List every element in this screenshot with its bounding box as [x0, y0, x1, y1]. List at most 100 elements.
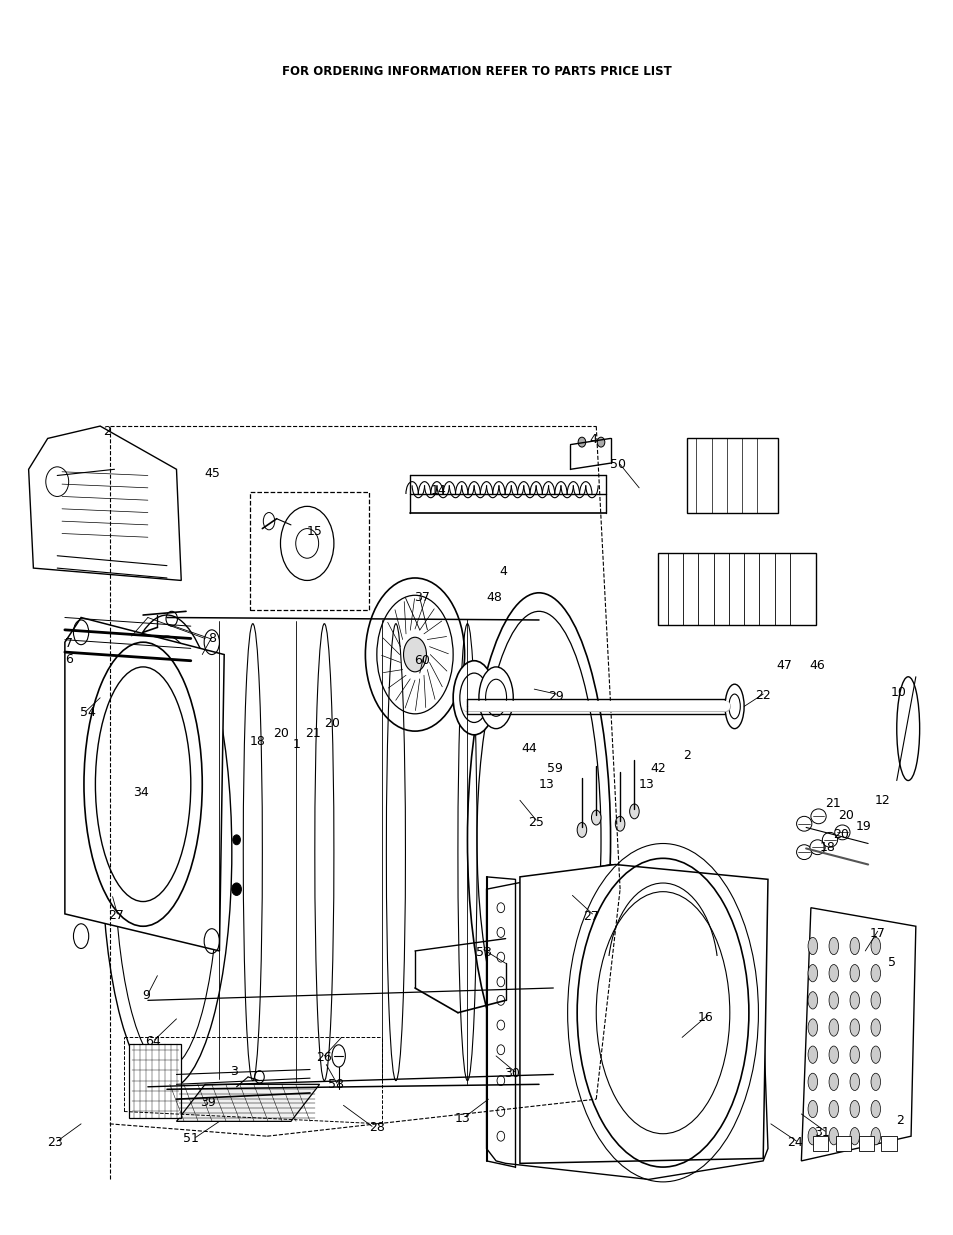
Text: 23: 23	[48, 1136, 63, 1149]
Ellipse shape	[870, 1019, 880, 1036]
Text: 20: 20	[838, 809, 853, 821]
Text: 18: 18	[820, 841, 835, 853]
Text: 44: 44	[521, 742, 537, 755]
Text: 27: 27	[109, 909, 124, 921]
Text: 29: 29	[548, 690, 563, 703]
Text: 13: 13	[639, 778, 654, 790]
Text: 60: 60	[414, 655, 429, 667]
Ellipse shape	[233, 835, 240, 845]
Ellipse shape	[591, 810, 600, 825]
Ellipse shape	[849, 965, 859, 982]
Bar	[835, 1136, 850, 1151]
Text: 2: 2	[103, 425, 111, 437]
Text: 50: 50	[610, 458, 625, 471]
Ellipse shape	[807, 1073, 817, 1091]
Ellipse shape	[807, 1019, 817, 1036]
Ellipse shape	[577, 823, 586, 837]
Ellipse shape	[629, 804, 639, 819]
Bar	[250, 492, 369, 610]
Text: 26: 26	[316, 1051, 332, 1063]
Polygon shape	[801, 908, 915, 1161]
Ellipse shape	[870, 1100, 880, 1118]
Ellipse shape	[828, 1046, 838, 1063]
Text: 4: 4	[589, 433, 597, 446]
Ellipse shape	[828, 1128, 838, 1145]
Text: 18: 18	[250, 735, 265, 747]
Text: 16: 16	[698, 1011, 713, 1024]
Text: 53: 53	[476, 946, 491, 958]
Text: 20: 20	[324, 718, 339, 730]
Text: 20: 20	[274, 727, 289, 740]
Bar	[812, 1136, 827, 1151]
Ellipse shape	[828, 965, 838, 982]
Polygon shape	[176, 1084, 319, 1121]
Text: 15: 15	[307, 525, 322, 537]
Ellipse shape	[807, 1046, 817, 1063]
Bar	[686, 438, 777, 513]
Text: 59: 59	[547, 762, 562, 774]
Text: 7: 7	[65, 637, 72, 650]
Text: 8: 8	[208, 632, 215, 645]
Text: 20: 20	[833, 829, 848, 841]
Text: 2: 2	[682, 750, 690, 762]
Ellipse shape	[828, 1019, 838, 1036]
Polygon shape	[65, 618, 224, 951]
Text: 30: 30	[504, 1067, 519, 1079]
Ellipse shape	[828, 1100, 838, 1118]
Ellipse shape	[807, 992, 817, 1009]
Polygon shape	[129, 1044, 181, 1118]
Text: 22: 22	[755, 689, 770, 701]
Text: 64: 64	[145, 1035, 160, 1047]
Ellipse shape	[403, 637, 426, 672]
Ellipse shape	[232, 883, 241, 895]
Text: 19: 19	[855, 820, 870, 832]
Ellipse shape	[870, 1046, 880, 1063]
Ellipse shape	[849, 1046, 859, 1063]
Text: 13: 13	[455, 1113, 470, 1125]
Text: 12: 12	[874, 794, 889, 806]
Text: 31: 31	[814, 1126, 829, 1139]
Text: 9: 9	[142, 989, 150, 1002]
Ellipse shape	[807, 965, 817, 982]
Text: 39: 39	[200, 1097, 215, 1109]
Text: 58: 58	[328, 1078, 343, 1091]
Ellipse shape	[615, 816, 624, 831]
Polygon shape	[519, 864, 767, 1163]
Ellipse shape	[870, 1073, 880, 1091]
Text: 4: 4	[499, 566, 507, 578]
Ellipse shape	[597, 437, 604, 447]
Text: 24: 24	[786, 1136, 801, 1149]
Text: 47: 47	[776, 659, 791, 672]
Ellipse shape	[810, 809, 825, 824]
Text: 42: 42	[650, 762, 665, 774]
Ellipse shape	[870, 1128, 880, 1145]
Ellipse shape	[828, 992, 838, 1009]
Ellipse shape	[807, 937, 817, 955]
Text: 45: 45	[205, 467, 220, 479]
Ellipse shape	[478, 667, 513, 729]
Polygon shape	[29, 426, 181, 580]
Ellipse shape	[834, 825, 849, 840]
Text: 2: 2	[895, 1114, 902, 1126]
Ellipse shape	[849, 937, 859, 955]
Ellipse shape	[870, 965, 880, 982]
Ellipse shape	[807, 1100, 817, 1118]
Text: 14: 14	[431, 484, 446, 496]
Ellipse shape	[263, 513, 274, 530]
Text: 13: 13	[538, 778, 554, 790]
Text: 1: 1	[293, 739, 300, 751]
Text: 3: 3	[230, 1066, 237, 1078]
Ellipse shape	[453, 661, 495, 735]
Text: 21: 21	[824, 798, 840, 810]
Bar	[658, 553, 815, 625]
Text: 34: 34	[133, 787, 149, 799]
Bar	[881, 1136, 896, 1151]
Ellipse shape	[849, 992, 859, 1009]
Ellipse shape	[849, 1128, 859, 1145]
Ellipse shape	[870, 992, 880, 1009]
Ellipse shape	[849, 1073, 859, 1091]
Ellipse shape	[807, 1128, 817, 1145]
Ellipse shape	[578, 437, 585, 447]
Text: 25: 25	[528, 816, 543, 829]
Text: 48: 48	[486, 592, 501, 604]
